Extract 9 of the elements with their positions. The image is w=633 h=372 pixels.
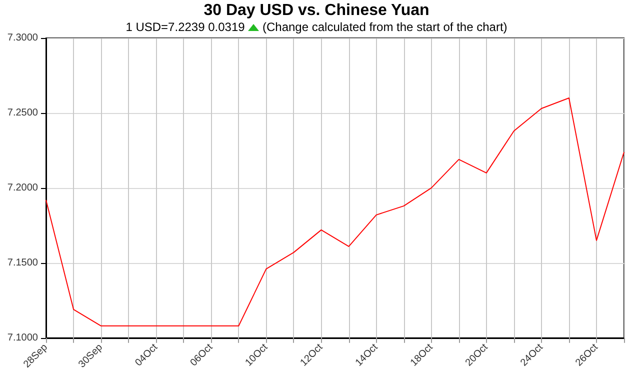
y-tick-label: 7.1500 — [7, 257, 38, 268]
chart-subtitle: 1 USD=7.2239 0.0319 — [126, 20, 245, 34]
y-tick-label: 7.2500 — [7, 107, 38, 118]
y-tick-label: 7.3000 — [7, 32, 38, 44]
text: (Change calculated from the start of the chart) — [262, 20, 508, 34]
y-tick-label: 7.1000 — [7, 332, 38, 344]
chart-title: 30 Day USD vs. Chinese Yuan — [202, 1, 430, 20]
y-tick-label: 7.2000 — [7, 182, 38, 194]
line-series — [46, 97, 624, 326]
